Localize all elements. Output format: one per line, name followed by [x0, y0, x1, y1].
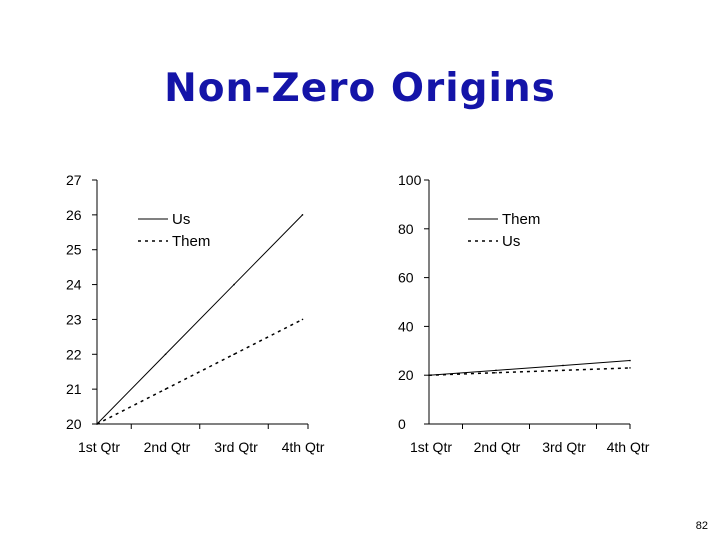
- legend-label-us: Us: [172, 211, 190, 228]
- series-line-us: [96, 214, 303, 425]
- data-point-them: [233, 353, 235, 356]
- x-tick-label: 2nd Qtr: [144, 439, 191, 455]
- y-tick-label: 20: [66, 416, 82, 432]
- data-point-them: [562, 364, 564, 367]
- x-tick-label: 3rd Qtr: [214, 439, 258, 455]
- y-tick-label: 22: [66, 346, 82, 362]
- y-tick-label: 100: [398, 172, 422, 188]
- data-point-us: [301, 214, 304, 216]
- data-point-them: [164, 388, 167, 390]
- x-tick-label: 1st Qtr: [78, 439, 120, 455]
- legend-label-them: Them: [502, 211, 540, 228]
- y-tick-label: 20: [398, 367, 414, 383]
- data-point-them: [96, 423, 98, 425]
- y-tick-label: 0: [398, 416, 406, 432]
- y-tick-label: 27: [66, 172, 82, 188]
- y-tick-label: 26: [66, 207, 82, 223]
- legend-label-them: Them: [172, 233, 210, 250]
- data-point-us: [495, 371, 497, 374]
- legend-label-us: Us: [502, 233, 520, 250]
- data-point-them: [495, 369, 497, 372]
- y-tick-label: 25: [66, 242, 82, 258]
- data-point-them: [629, 359, 631, 362]
- data-point-them: [301, 318, 304, 321]
- y-tick-label: 40: [398, 318, 414, 334]
- data-point-us: [562, 369, 564, 372]
- x-tick-label: 4th Qtr: [607, 439, 650, 455]
- x-tick-label: 1st Qtr: [410, 439, 452, 455]
- x-tick-label: 2nd Qtr: [474, 439, 521, 455]
- y-tick-label: 21: [66, 381, 82, 397]
- series-line-us: [428, 367, 631, 376]
- series-line-them: [428, 360, 631, 376]
- data-point-us: [233, 283, 235, 286]
- y-tick-label: 23: [66, 311, 82, 327]
- data-point-us: [428, 374, 430, 377]
- data-point-us: [164, 353, 167, 356]
- x-tick-label: 3rd Qtr: [542, 439, 586, 455]
- y-tick-label: 80: [398, 221, 414, 237]
- data-point-us: [629, 367, 631, 369]
- page-number: 82: [695, 520, 708, 532]
- x-tick-label: 4th Qtr: [282, 439, 325, 455]
- y-tick-label: 60: [398, 270, 414, 286]
- slide-title: Non-Zero Origins: [164, 66, 556, 111]
- y-tick-label: 24: [66, 277, 82, 293]
